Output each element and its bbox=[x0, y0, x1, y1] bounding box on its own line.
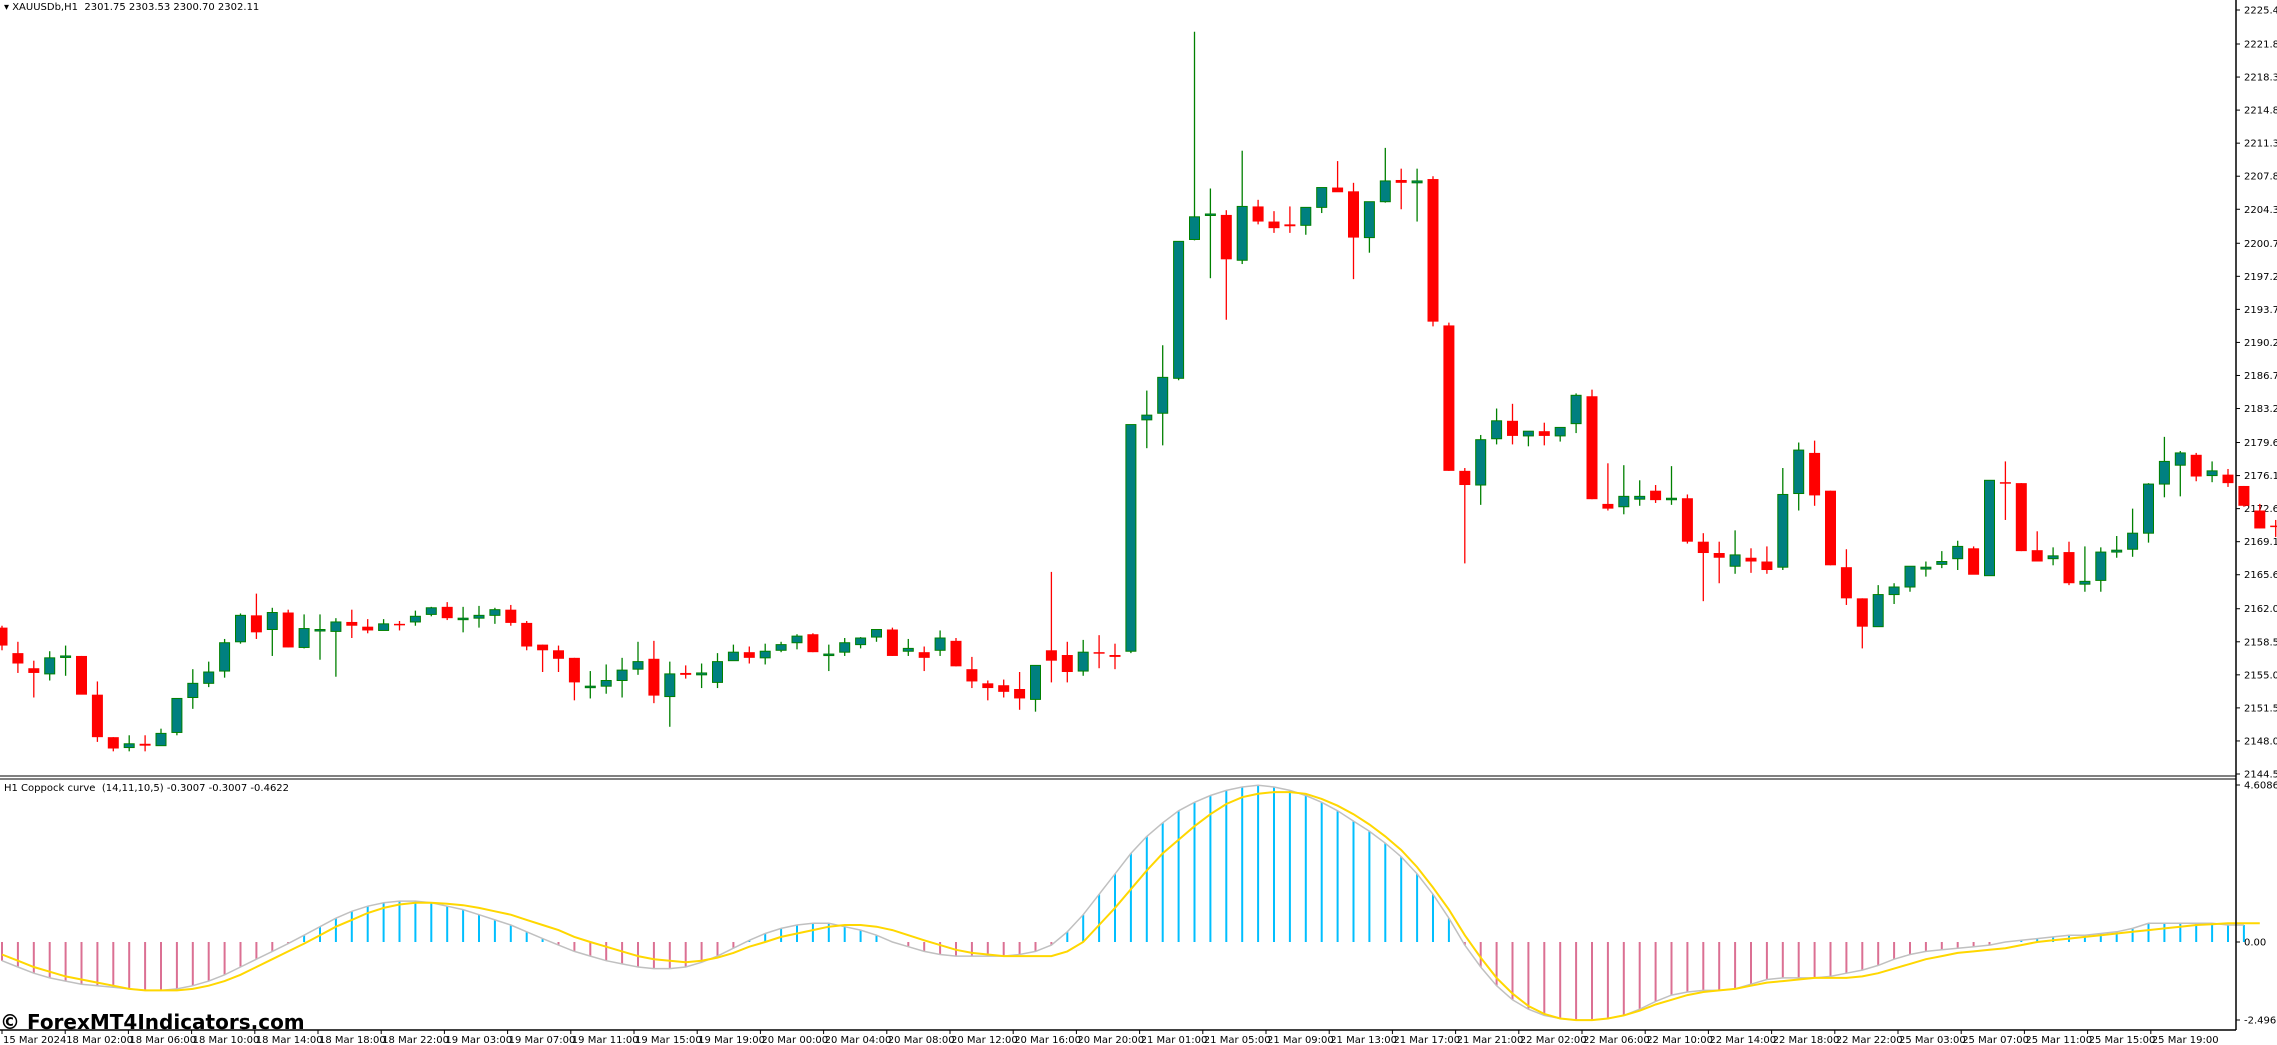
price-tick-label: 2186.70 bbox=[2244, 371, 2277, 382]
time-tick-label: 18 Mar 22:00 bbox=[382, 1035, 449, 1045]
time-tick-label: 20 Mar 20:00 bbox=[1077, 1035, 1144, 1045]
price-tick-label: 2176.10 bbox=[2244, 471, 2277, 482]
time-tick-label: 19 Mar 15:00 bbox=[635, 1035, 702, 1045]
time-tick-label: 22 Mar 18:00 bbox=[1773, 1035, 1840, 1045]
time-tick-label: 22 Mar 22:00 bbox=[1836, 1035, 1903, 1045]
time-tick-label: 22 Mar 06:00 bbox=[1583, 1035, 1650, 1045]
price-tick-label: 2148.00 bbox=[2244, 736, 2277, 747]
price-tick-label: 2225.40 bbox=[2244, 6, 2277, 17]
price-tick-label: 2190.20 bbox=[2244, 338, 2277, 349]
time-tick-label: 18 Mar 06:00 bbox=[129, 1035, 196, 1045]
indicator-tick-label: 4.6086 bbox=[2244, 781, 2277, 792]
price-tick-label: 2155.00 bbox=[2244, 670, 2277, 681]
time-tick-label: 22 Mar 02:00 bbox=[1520, 1035, 1587, 1045]
time-tick-label: 21 Mar 21:00 bbox=[1457, 1035, 1524, 1045]
chart-frame bbox=[0, 0, 2237, 1031]
candlestick-series bbox=[0, 31, 2277, 752]
chart-title[interactable]: ▾ XAUUSDb,H1 2301.75 2303.53 2300.70 230… bbox=[4, 2, 260, 13]
time-tick-label: 21 Mar 17:00 bbox=[1393, 1035, 1460, 1045]
price-tick-label: 2193.70 bbox=[2244, 305, 2277, 316]
time-tick-label: 22 Mar 14:00 bbox=[1709, 1035, 1776, 1045]
price-tick-label: 2214.80 bbox=[2244, 106, 2277, 117]
time-tick-label: 25 Mar 19:00 bbox=[2152, 1035, 2219, 1045]
price-tick-label: 2158.50 bbox=[2244, 637, 2277, 648]
time-tick-label: 21 Mar 05:00 bbox=[1204, 1035, 1271, 1045]
price-tick-label: 2144.50 bbox=[2244, 770, 2277, 781]
price-tick-label: 2151.50 bbox=[2244, 703, 2277, 714]
watermark: © ForexMT4Indicators.com bbox=[0, 1010, 305, 1034]
time-tick-label: 19 Mar 03:00 bbox=[445, 1035, 512, 1045]
time-tick-label: 21 Mar 01:00 bbox=[1141, 1035, 1208, 1045]
time-tick-label: 18 Mar 10:00 bbox=[193, 1035, 260, 1045]
price-tick-label: 2204.30 bbox=[2244, 205, 2277, 216]
time-tick-label: 25 Mar 11:00 bbox=[2025, 1035, 2092, 1045]
time-tick-label: 20 Mar 16:00 bbox=[1014, 1035, 1081, 1045]
time-tick-label: 18 Mar 18:00 bbox=[319, 1035, 386, 1045]
price-tick-label: 2179.60 bbox=[2244, 438, 2277, 449]
time-tick-label: 21 Mar 09:00 bbox=[1267, 1035, 1334, 1045]
indicator-axis: 4.6086 0.00 -2.4966 bbox=[2236, 781, 2277, 1027]
time-tick-label: 20 Mar 08:00 bbox=[888, 1035, 955, 1045]
time-tick-label: 25 Mar 07:00 bbox=[1962, 1035, 2029, 1045]
price-tick-label: 2183.20 bbox=[2244, 404, 2277, 415]
price-tick-label: 2200.70 bbox=[2244, 239, 2277, 250]
time-tick-label: 21 Mar 13:00 bbox=[1330, 1035, 1397, 1045]
time-tick-label: 19 Mar 11:00 bbox=[572, 1035, 639, 1045]
price-tick-label: 2169.10 bbox=[2244, 537, 2277, 548]
price-tick-label: 2162.00 bbox=[2244, 604, 2277, 615]
time-tick-label: 18 Mar 02:00 bbox=[66, 1035, 133, 1045]
price-tick-label: 2221.80 bbox=[2244, 39, 2277, 50]
price-tick-label: 2218.30 bbox=[2244, 73, 2277, 84]
time-tick-label: 22 Mar 10:00 bbox=[1646, 1035, 1713, 1045]
price-tick-label: 2211.30 bbox=[2244, 139, 2277, 150]
indicator-title: H1 Coppock curve (14,11,10,5) -0.3007 -0… bbox=[4, 783, 290, 794]
price-tick-label: 2197.20 bbox=[2244, 272, 2277, 283]
price-axis: 2225.40 2221.80 2218.30 2214.80 2211.30 2207.… bbox=[2236, 6, 2277, 781]
time-tick-label: 20 Mar 04:00 bbox=[825, 1035, 892, 1045]
time-tick-label: 15 Mar 2024 bbox=[3, 1035, 66, 1045]
time-tick-label: 18 Mar 14:00 bbox=[256, 1035, 323, 1045]
time-tick-label: 19 Mar 07:00 bbox=[509, 1035, 576, 1045]
time-tick-label: 20 Mar 12:00 bbox=[951, 1035, 1018, 1045]
price-tick-label: 2207.80 bbox=[2244, 172, 2277, 183]
indicator-tick-label: 0.00 bbox=[2244, 938, 2266, 949]
price-tick-label: 2165.60 bbox=[2244, 570, 2277, 581]
time-tick-label: 25 Mar 03:00 bbox=[1899, 1035, 1966, 1045]
time-tick-label: 19 Mar 19:00 bbox=[698, 1035, 765, 1045]
time-tick-label: 25 Mar 15:00 bbox=[2089, 1035, 2156, 1045]
coppock-histogram bbox=[1, 785, 2245, 1021]
indicator-tick-label: -2.4966 bbox=[2244, 1016, 2277, 1027]
price-tick-label: 2172.60 bbox=[2244, 504, 2277, 515]
coppock-lines bbox=[1, 784, 2260, 1022]
time-tick-label: 20 Mar 00:00 bbox=[761, 1035, 828, 1045]
